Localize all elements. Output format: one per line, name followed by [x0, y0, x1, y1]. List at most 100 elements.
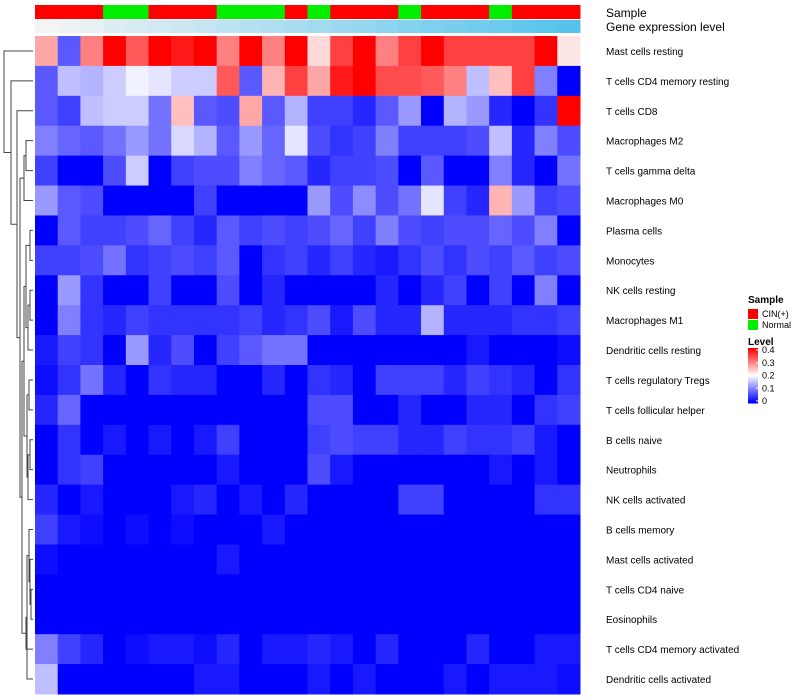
heatmap-cell — [511, 514, 536, 545]
heatmap-cell — [148, 95, 172, 127]
heatmap-cell — [375, 185, 399, 216]
heatmap-cell — [216, 36, 240, 67]
heatmap-cell — [511, 275, 536, 306]
heatmap-cell — [80, 664, 104, 695]
heatmap-cell — [375, 36, 399, 67]
heatmap-cell — [239, 424, 263, 456]
heatmap-cell — [35, 36, 59, 67]
legend-gradient-step — [748, 384, 758, 386]
heatmap-cell — [511, 36, 536, 67]
legend-gradient-step — [748, 391, 758, 394]
heatmap-cell — [398, 394, 422, 426]
heatmap-cell — [352, 544, 377, 575]
legend-gradient-step — [748, 398, 758, 400]
row-label: T cells CD4 memory resting — [606, 77, 729, 88]
heatmap-cell — [307, 125, 331, 157]
heatmap-cell — [35, 95, 59, 127]
heatmap-cell — [262, 36, 286, 67]
heatmap-cell — [466, 634, 490, 665]
heatmap-cell — [330, 95, 354, 127]
heatmap-cell — [557, 275, 581, 306]
heatmap-cell — [307, 95, 331, 127]
heatmap-cell — [352, 484, 377, 516]
heatmap-cell — [534, 634, 558, 665]
legend-gradient-step — [748, 368, 758, 370]
heatmap-cell — [171, 305, 195, 336]
expression-annotation-cell — [284, 20, 308, 33]
legend-gradient-step — [748, 348, 758, 350]
heatmap-cell — [239, 365, 263, 396]
heatmap-cell — [35, 125, 59, 157]
heatmap-cell — [307, 215, 331, 246]
row-label: NK cells activated — [606, 496, 685, 507]
heatmap-cell — [239, 125, 263, 157]
heatmap-cell — [284, 634, 308, 665]
heatmap-cell — [534, 454, 558, 486]
heatmap-cell — [398, 95, 422, 127]
heatmap-cell — [511, 604, 536, 635]
heatmap-cell — [148, 484, 172, 516]
heatmap-cell — [511, 305, 536, 336]
row-label: Macrophages M0 — [606, 197, 684, 208]
heatmap-cell — [307, 394, 331, 426]
heatmap-cell — [125, 484, 150, 516]
heatmap-cell — [284, 394, 308, 426]
heatmap-cell — [193, 95, 218, 127]
heatmap-cell — [57, 245, 81, 276]
heatmap-cell — [193, 604, 218, 635]
heatmap-cell — [443, 275, 467, 306]
heatmap-cell — [307, 65, 331, 97]
heatmap-cell — [330, 394, 354, 426]
heatmap-cell — [511, 335, 536, 366]
heatmap-cell — [421, 36, 445, 67]
heatmap-cell — [443, 574, 467, 605]
heatmap-cell — [35, 514, 59, 545]
heatmap-cell — [466, 185, 490, 216]
row-label: NK cells resting — [606, 286, 675, 297]
sample-annotation-cell — [534, 5, 558, 19]
heatmap-cell — [421, 424, 445, 456]
heatmap-cell — [262, 245, 286, 276]
heatmap-cell — [352, 305, 377, 336]
heatmap-cell — [511, 574, 536, 605]
heatmap-cell — [80, 95, 104, 127]
sample-annotation-cell — [80, 5, 104, 19]
heatmap-cell — [193, 394, 218, 426]
sample-annotation-cell — [489, 5, 513, 19]
heatmap-cell — [511, 245, 536, 276]
heatmap-cell — [330, 215, 354, 246]
sample-annotation-cell — [398, 5, 422, 19]
heatmap-cell — [443, 544, 467, 575]
heatmap-cell — [307, 155, 331, 187]
heatmap-cell — [103, 65, 127, 97]
heatmap-cell — [489, 305, 513, 336]
heatmap-cell — [352, 95, 377, 127]
heatmap-cell — [466, 664, 490, 695]
heatmap-cell — [148, 424, 172, 456]
row-label: T cells CD4 naive — [606, 585, 685, 596]
heatmap-cell — [398, 604, 422, 635]
heatmap-cell — [443, 454, 467, 486]
heatmap-cell — [307, 574, 331, 605]
heatmap-cell — [57, 394, 81, 426]
heatmap-cell — [284, 305, 308, 336]
legend-gradient-step — [748, 355, 758, 358]
legend-gradient-step — [748, 370, 758, 373]
heatmap-cell — [239, 514, 263, 545]
heatmap-cell — [125, 365, 150, 396]
heatmap-cell — [557, 95, 581, 127]
heatmap-cell — [193, 634, 218, 665]
heatmap-cell — [148, 335, 172, 366]
expression-annotation-cell — [125, 20, 150, 33]
heatmap-cell — [534, 155, 558, 187]
heatmap-cell — [216, 95, 240, 127]
heatmap-cell — [216, 484, 240, 516]
heatmap-cell — [375, 424, 399, 456]
legend-tick-label: 0.2 — [762, 371, 775, 381]
heatmap-cell — [80, 275, 104, 306]
heatmap-cell — [466, 514, 490, 545]
heatmap-cell — [103, 365, 127, 396]
sample-annotation-cell — [352, 5, 377, 19]
heatmap-cell — [148, 125, 172, 157]
